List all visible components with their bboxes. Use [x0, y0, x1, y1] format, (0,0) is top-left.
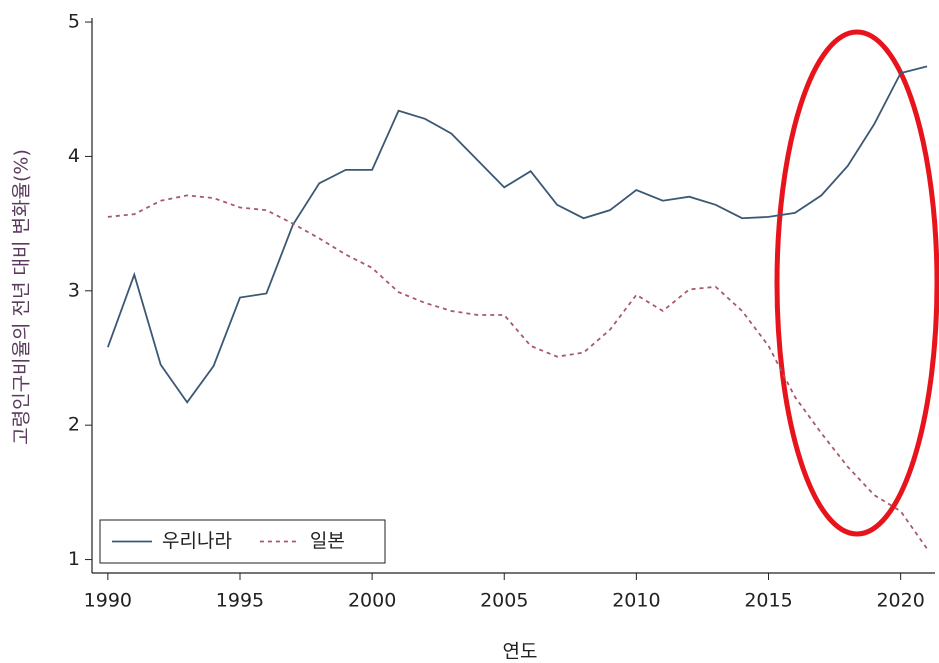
y-tick-label: 4	[68, 145, 80, 167]
highlight-ellipse	[774, 29, 939, 537]
y-tick-label: 5	[68, 11, 80, 33]
legend-label: 우리나라	[162, 530, 232, 552]
y-tick-label: 3	[68, 279, 80, 301]
x-tick-label: 1995	[216, 590, 264, 612]
x-tick-label: 2015	[744, 590, 792, 612]
y-axis-label: 고령인구비율의 전년 대비 변화율(%)	[11, 149, 33, 445]
y-tick-label: 1	[68, 548, 80, 570]
x-tick-label: 2010	[612, 590, 660, 612]
x-tick-label: 1990	[84, 590, 132, 612]
x-axis-label: 연도	[503, 641, 538, 663]
x-tick-label: 2005	[480, 590, 528, 612]
data-line	[107, 65, 928, 404]
x-tick-label: 2020	[876, 590, 924, 612]
y-tick-label: 2	[68, 414, 80, 436]
data-line	[107, 194, 928, 550]
legend-label: 일본	[310, 530, 345, 552]
x-tick-label: 2000	[348, 590, 396, 612]
